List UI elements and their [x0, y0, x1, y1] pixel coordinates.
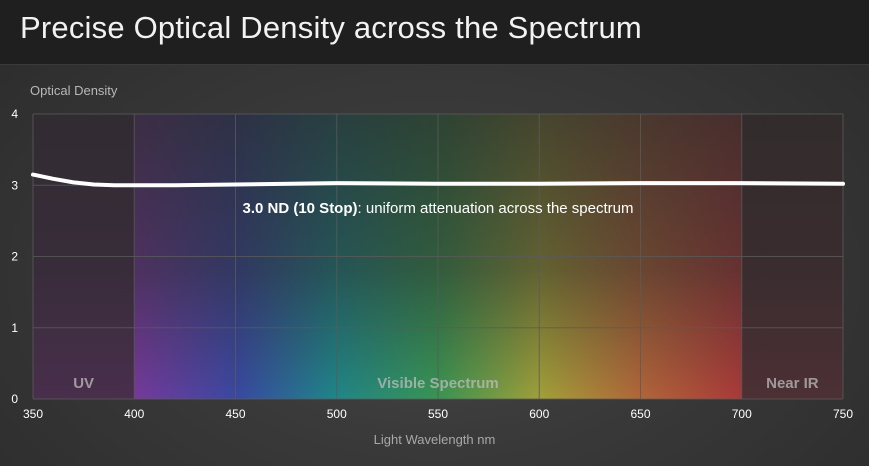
series-annotation: 3.0 ND (10 Stop): uniform attenuation ac…: [242, 200, 633, 217]
x-tick-label: 550: [428, 407, 448, 421]
region-label: Near IR: [766, 375, 819, 392]
annotation-text: : uniform attenuation across the spectru…: [358, 200, 634, 217]
title-bar: Precise Optical Density across the Spect…: [0, 0, 869, 65]
x-tick-label: 700: [732, 407, 752, 421]
y-tick-label: 3: [11, 178, 18, 192]
x-tick-label: 500: [327, 407, 347, 421]
chart-title: Precise Optical Density across the Spect…: [20, 10, 642, 45]
y-tick-label: 1: [11, 321, 18, 335]
annotation-bold: 3.0 ND (10 Stop): [242, 200, 357, 217]
y-tick-label: 4: [11, 107, 18, 121]
x-tick-label: 600: [529, 407, 549, 421]
x-tick-label: 450: [225, 407, 245, 421]
series-lines: [31, 172, 845, 188]
x-tick-label: 400: [124, 407, 144, 421]
y-tick-label: 0: [11, 392, 18, 406]
series-line: [31, 172, 845, 188]
x-tick-label: 650: [630, 407, 650, 421]
x-tick-label: 350: [23, 407, 43, 421]
region-labels: UV Visible Spectrum Near IR: [73, 375, 819, 392]
region-label: Visible Spectrum: [377, 375, 498, 392]
region-label: UV: [73, 375, 94, 392]
x-tick-label: 750: [833, 407, 853, 421]
y-tick-label: 2: [11, 250, 18, 264]
y-axis-label: Optical Density: [30, 83, 118, 98]
x-axis-label: Light Wavelength nm: [373, 432, 496, 447]
tick-labels: 350 400 450 500 550 600 650 700 750 0 1 2 3 4: [11, 107, 853, 421]
